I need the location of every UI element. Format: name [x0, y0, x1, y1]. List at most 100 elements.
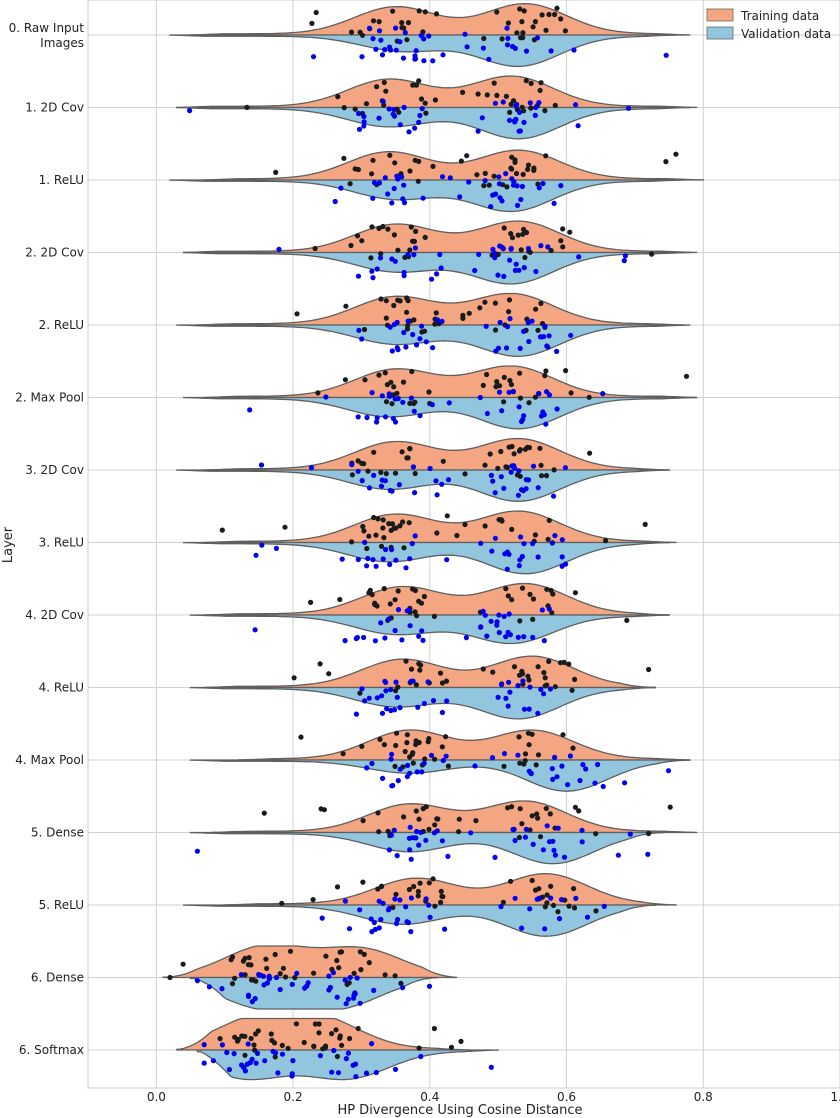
training-point	[642, 521, 648, 528]
training-point	[369, 171, 375, 177]
training-point	[432, 97, 438, 103]
validation-point	[430, 345, 436, 351]
validation-point	[392, 258, 398, 264]
training-point	[517, 395, 524, 401]
training-point	[383, 88, 389, 94]
validation-point	[416, 633, 422, 639]
validation-point	[372, 926, 378, 933]
training-point	[532, 532, 539, 538]
validation-point	[342, 977, 348, 983]
validation-point	[541, 412, 547, 418]
validation-point	[512, 837, 518, 844]
training-point	[593, 908, 599, 914]
validation-point	[559, 763, 565, 769]
validation-point	[391, 113, 398, 119]
training-point	[263, 956, 269, 962]
validation-point	[434, 271, 440, 277]
training-point	[335, 94, 341, 100]
training-point	[503, 464, 509, 470]
training-point	[480, 382, 486, 388]
validation-point	[428, 752, 435, 759]
validation-point	[372, 638, 378, 644]
training-point	[667, 804, 673, 810]
validation-point	[535, 710, 541, 716]
training-point	[392, 973, 398, 979]
training-point	[550, 591, 556, 597]
training-point	[475, 91, 481, 97]
training-point	[521, 226, 527, 232]
y-tick-label: 1. 2D Cov	[25, 101, 84, 115]
training-point	[497, 383, 503, 389]
validation-point	[238, 972, 244, 978]
training-point	[382, 370, 388, 376]
validation-point	[429, 402, 435, 408]
training-point	[517, 760, 523, 766]
training-point	[392, 160, 398, 166]
validation-point	[401, 104, 407, 110]
training-point	[508, 165, 514, 171]
validation-point	[380, 98, 386, 104]
training-point	[287, 948, 294, 954]
training-point	[253, 1031, 259, 1037]
validation-point	[434, 317, 441, 323]
validation-point	[373, 46, 379, 52]
training-point	[525, 166, 531, 172]
training-point	[518, 247, 524, 253]
training-point	[375, 516, 381, 522]
validation-point	[622, 253, 629, 259]
validation-point	[475, 128, 481, 134]
validation-point	[580, 762, 586, 768]
training-point	[354, 233, 361, 239]
training-point	[571, 886, 577, 892]
validation-point	[464, 44, 470, 50]
training-point	[543, 27, 549, 33]
training-point	[507, 109, 513, 115]
training-point	[525, 162, 532, 168]
validation-point	[554, 406, 560, 412]
training-point	[384, 382, 390, 388]
validation-point	[397, 766, 403, 772]
validation-point	[406, 607, 412, 613]
training-point	[491, 173, 497, 179]
training-point	[593, 831, 599, 837]
training-point	[560, 244, 566, 250]
violin-training	[203, 149, 705, 181]
training-point	[552, 11, 558, 18]
validation-point	[359, 336, 365, 342]
validation-point	[498, 904, 504, 910]
training-point	[378, 883, 385, 890]
validation-point	[394, 694, 400, 700]
training-point	[413, 808, 419, 814]
x-axis-label: HP Divergence Using Cosine Distance	[337, 1103, 582, 1118]
training-point	[378, 296, 384, 302]
validation-point	[541, 691, 547, 697]
training-point	[572, 590, 579, 596]
training-point	[404, 309, 410, 315]
validation-point	[418, 33, 424, 39]
validation-point	[379, 393, 385, 399]
validation-point	[294, 970, 300, 976]
training-point	[416, 816, 422, 822]
x-tick-label: 0.8	[694, 1090, 713, 1104]
training-point	[405, 298, 411, 304]
training-point	[242, 972, 248, 978]
training-point	[464, 153, 470, 159]
training-point	[417, 667, 423, 673]
validation-point	[503, 345, 510, 351]
training-point	[517, 618, 523, 624]
training-point	[494, 9, 500, 15]
training-point	[376, 225, 382, 231]
validation-point	[370, 36, 376, 42]
training-point	[311, 970, 317, 976]
validation-point	[392, 896, 398, 902]
validation-point	[592, 780, 598, 786]
training-point	[503, 586, 509, 592]
validation-point	[515, 634, 521, 640]
training-point	[542, 675, 548, 681]
validation-point	[504, 566, 510, 572]
validation-point	[512, 119, 518, 125]
validation-point	[401, 273, 407, 279]
training-point	[543, 153, 549, 159]
validation-point	[410, 464, 416, 470]
training-point	[535, 327, 541, 333]
